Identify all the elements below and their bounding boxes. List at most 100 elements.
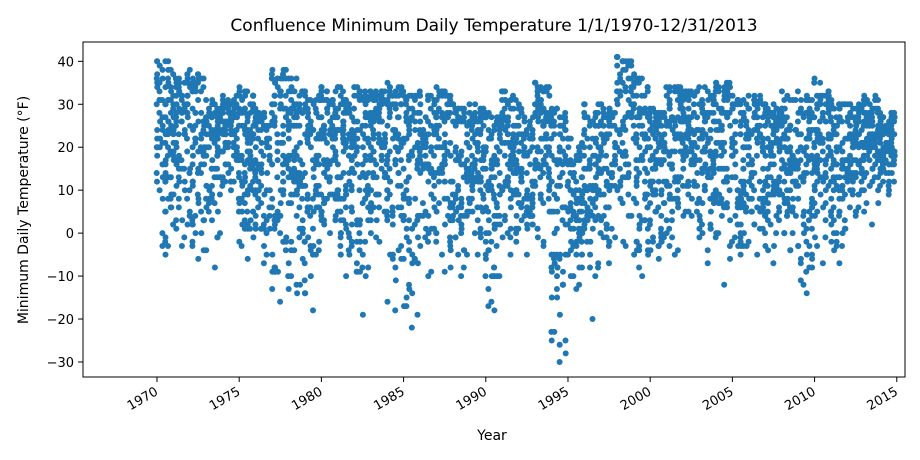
data-point [299, 217, 306, 224]
data-point [233, 144, 240, 151]
data-point [346, 170, 353, 176]
data-point [556, 157, 563, 164]
data-point [723, 174, 730, 181]
data-point [781, 144, 788, 151]
data-point [362, 174, 369, 181]
data-point [493, 118, 500, 125]
data-point [661, 200, 668, 207]
data-point [400, 191, 407, 198]
data-point [877, 182, 883, 189]
data-point [408, 324, 415, 331]
data-point [515, 225, 522, 232]
data-point [271, 122, 278, 129]
data-point [696, 225, 703, 232]
data-point [609, 174, 615, 181]
data-point [154, 58, 161, 65]
data-point [247, 148, 253, 155]
data-point [622, 66, 629, 73]
data-point [836, 260, 843, 267]
data-point [666, 105, 673, 112]
data-point [411, 255, 418, 262]
data-point [444, 195, 451, 202]
data-point [266, 225, 273, 232]
data-point [490, 264, 497, 271]
data-point [576, 281, 583, 288]
data-point [534, 144, 541, 151]
data-point [576, 157, 583, 164]
data-point [712, 148, 719, 155]
data-point [531, 178, 538, 185]
data-point [299, 195, 306, 202]
data-point [247, 225, 254, 232]
data-point [194, 191, 201, 198]
data-point [485, 178, 492, 185]
data-point [359, 251, 366, 258]
data-point [485, 127, 492, 133]
x-tick-label: 2000 [618, 384, 654, 414]
data-point [241, 170, 248, 176]
data-point [447, 92, 454, 99]
data-point [693, 208, 700, 215]
data-point [587, 238, 594, 245]
data-point [764, 165, 771, 172]
data-point [427, 105, 434, 112]
y-tick-label: −20 [47, 313, 74, 328]
data-point [540, 170, 547, 176]
data-point [592, 217, 599, 224]
data-point [529, 131, 536, 138]
data-point [307, 97, 314, 103]
data-point [691, 178, 697, 185]
data-point [260, 152, 267, 159]
data-point [847, 122, 854, 129]
data-point [482, 255, 489, 262]
data-point [546, 144, 552, 151]
data-point [409, 152, 416, 159]
data-point [645, 135, 652, 142]
data-point [238, 152, 245, 159]
data-point [348, 187, 355, 194]
data-point [701, 118, 708, 125]
data-point [635, 79, 642, 86]
data-point [491, 127, 498, 133]
data-point [173, 92, 180, 99]
data-point [433, 230, 440, 237]
data-point [469, 135, 476, 142]
data-point [630, 122, 637, 129]
data-point [737, 251, 744, 258]
data-point [562, 118, 569, 125]
data-point [392, 157, 399, 164]
data-point [206, 144, 212, 151]
data-point [496, 273, 503, 280]
data-point [280, 139, 286, 146]
data-point [482, 238, 489, 245]
data-point [869, 165, 876, 172]
data-point [230, 139, 237, 146]
data-point [704, 260, 711, 267]
data-point [562, 109, 569, 116]
data-point [888, 170, 895, 176]
data-point [814, 208, 821, 215]
data-point [822, 200, 829, 207]
data-point [806, 135, 813, 142]
data-point [581, 131, 587, 138]
data-point [688, 212, 695, 219]
data-point [762, 152, 769, 159]
data-point [433, 208, 440, 215]
data-point [504, 101, 511, 108]
data-point [811, 79, 818, 86]
data-point [622, 152, 629, 159]
data-point [501, 217, 508, 224]
data-point [162, 234, 169, 241]
data-point [636, 170, 643, 176]
data-point [798, 131, 804, 138]
data-point [340, 118, 347, 125]
data-point [305, 109, 312, 116]
data-point [811, 182, 818, 189]
data-point [586, 157, 593, 164]
data-point [466, 144, 473, 151]
data-point [179, 217, 186, 224]
data-point [753, 101, 760, 108]
data-point [464, 131, 471, 138]
data-point [814, 165, 820, 172]
data-point [688, 148, 695, 155]
